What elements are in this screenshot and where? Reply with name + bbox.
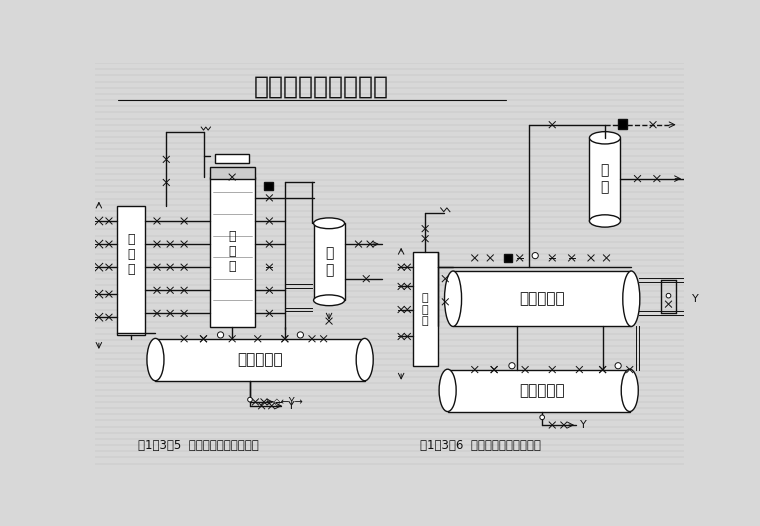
Ellipse shape [439,369,456,411]
Text: 高压贮液桶: 高压贮液桶 [237,352,283,367]
Text: 图1－3－6  卧式冷凝器的管道配置: 图1－3－6 卧式冷凝器的管道配置 [420,439,541,452]
Ellipse shape [147,338,164,381]
Circle shape [615,362,621,369]
Ellipse shape [590,132,620,144]
Text: 冷
凝
器: 冷 凝 器 [229,230,236,274]
Ellipse shape [590,215,620,227]
Text: 空
分
器: 空 分 器 [422,293,429,326]
Text: Y: Y [288,401,295,411]
Text: 空
分
器: 空 分 器 [127,234,135,276]
Circle shape [540,415,544,420]
Bar [504,254,512,262]
Text: Y: Y [580,420,587,430]
Bar [618,118,628,129]
Circle shape [217,332,223,338]
Text: ←◇←Y→: ←◇←Y→ [266,397,304,407]
Ellipse shape [356,338,373,381]
Bar [590,138,620,221]
Circle shape [667,294,671,298]
Text: 卧式冷凝器: 卧式冷凝器 [519,291,565,306]
Ellipse shape [314,295,344,306]
Ellipse shape [622,271,640,327]
Bar [210,167,255,179]
Bar [413,252,438,366]
Text: 图1－3－5  立式冷凝器的管道配置: 图1－3－5 立式冷凝器的管道配置 [138,439,258,452]
Bar [210,177,255,327]
Text: 水冷式冷凝器的配置: 水冷式冷凝器的配置 [254,74,389,98]
Bar [314,223,344,300]
Ellipse shape [621,369,638,411]
Circle shape [248,397,252,402]
Bar [215,154,249,163]
Text: Y: Y [692,294,698,304]
Ellipse shape [314,218,344,229]
Bar [448,370,630,412]
Bar [453,271,632,327]
Bar [156,339,365,381]
Text: 高压贮液桶: 高压贮液桶 [519,383,565,398]
Circle shape [297,332,303,338]
Circle shape [532,252,538,259]
Text: 油
分: 油 分 [600,164,609,194]
Circle shape [509,362,515,369]
Text: 油
分: 油 分 [325,247,333,277]
Bar [264,183,274,190]
Ellipse shape [445,271,461,327]
Bar [117,206,144,335]
